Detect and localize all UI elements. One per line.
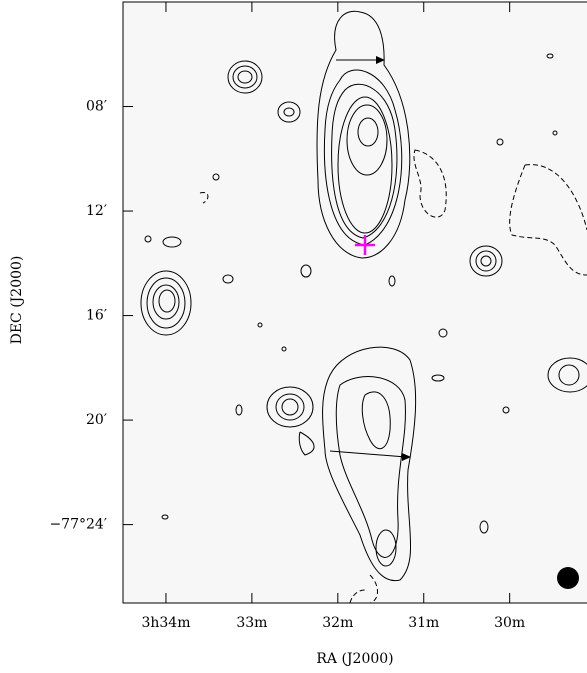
y-tick-label: 16′ [86, 308, 107, 324]
x-tick-label: 32m [322, 615, 353, 631]
y-axis-label: DEC (J2000) [9, 256, 25, 345]
plot-frame [122, 1, 587, 604]
plot-background [123, 2, 587, 603]
y-tick-label: 20′ [86, 412, 107, 428]
x-axis-label: RA (J2000) [316, 651, 393, 667]
y-tick-label: −77°24′ [49, 517, 107, 533]
x-tick-label: 33m [236, 615, 267, 631]
x-tick-label: 30m [494, 615, 525, 631]
y-tick-label: 12′ [86, 203, 107, 219]
contours [140, 10, 587, 603]
x-tick-label: 31m [408, 615, 439, 631]
x-tick-label: 3h34m [141, 615, 190, 631]
y-tick-label: 08′ [86, 99, 107, 115]
